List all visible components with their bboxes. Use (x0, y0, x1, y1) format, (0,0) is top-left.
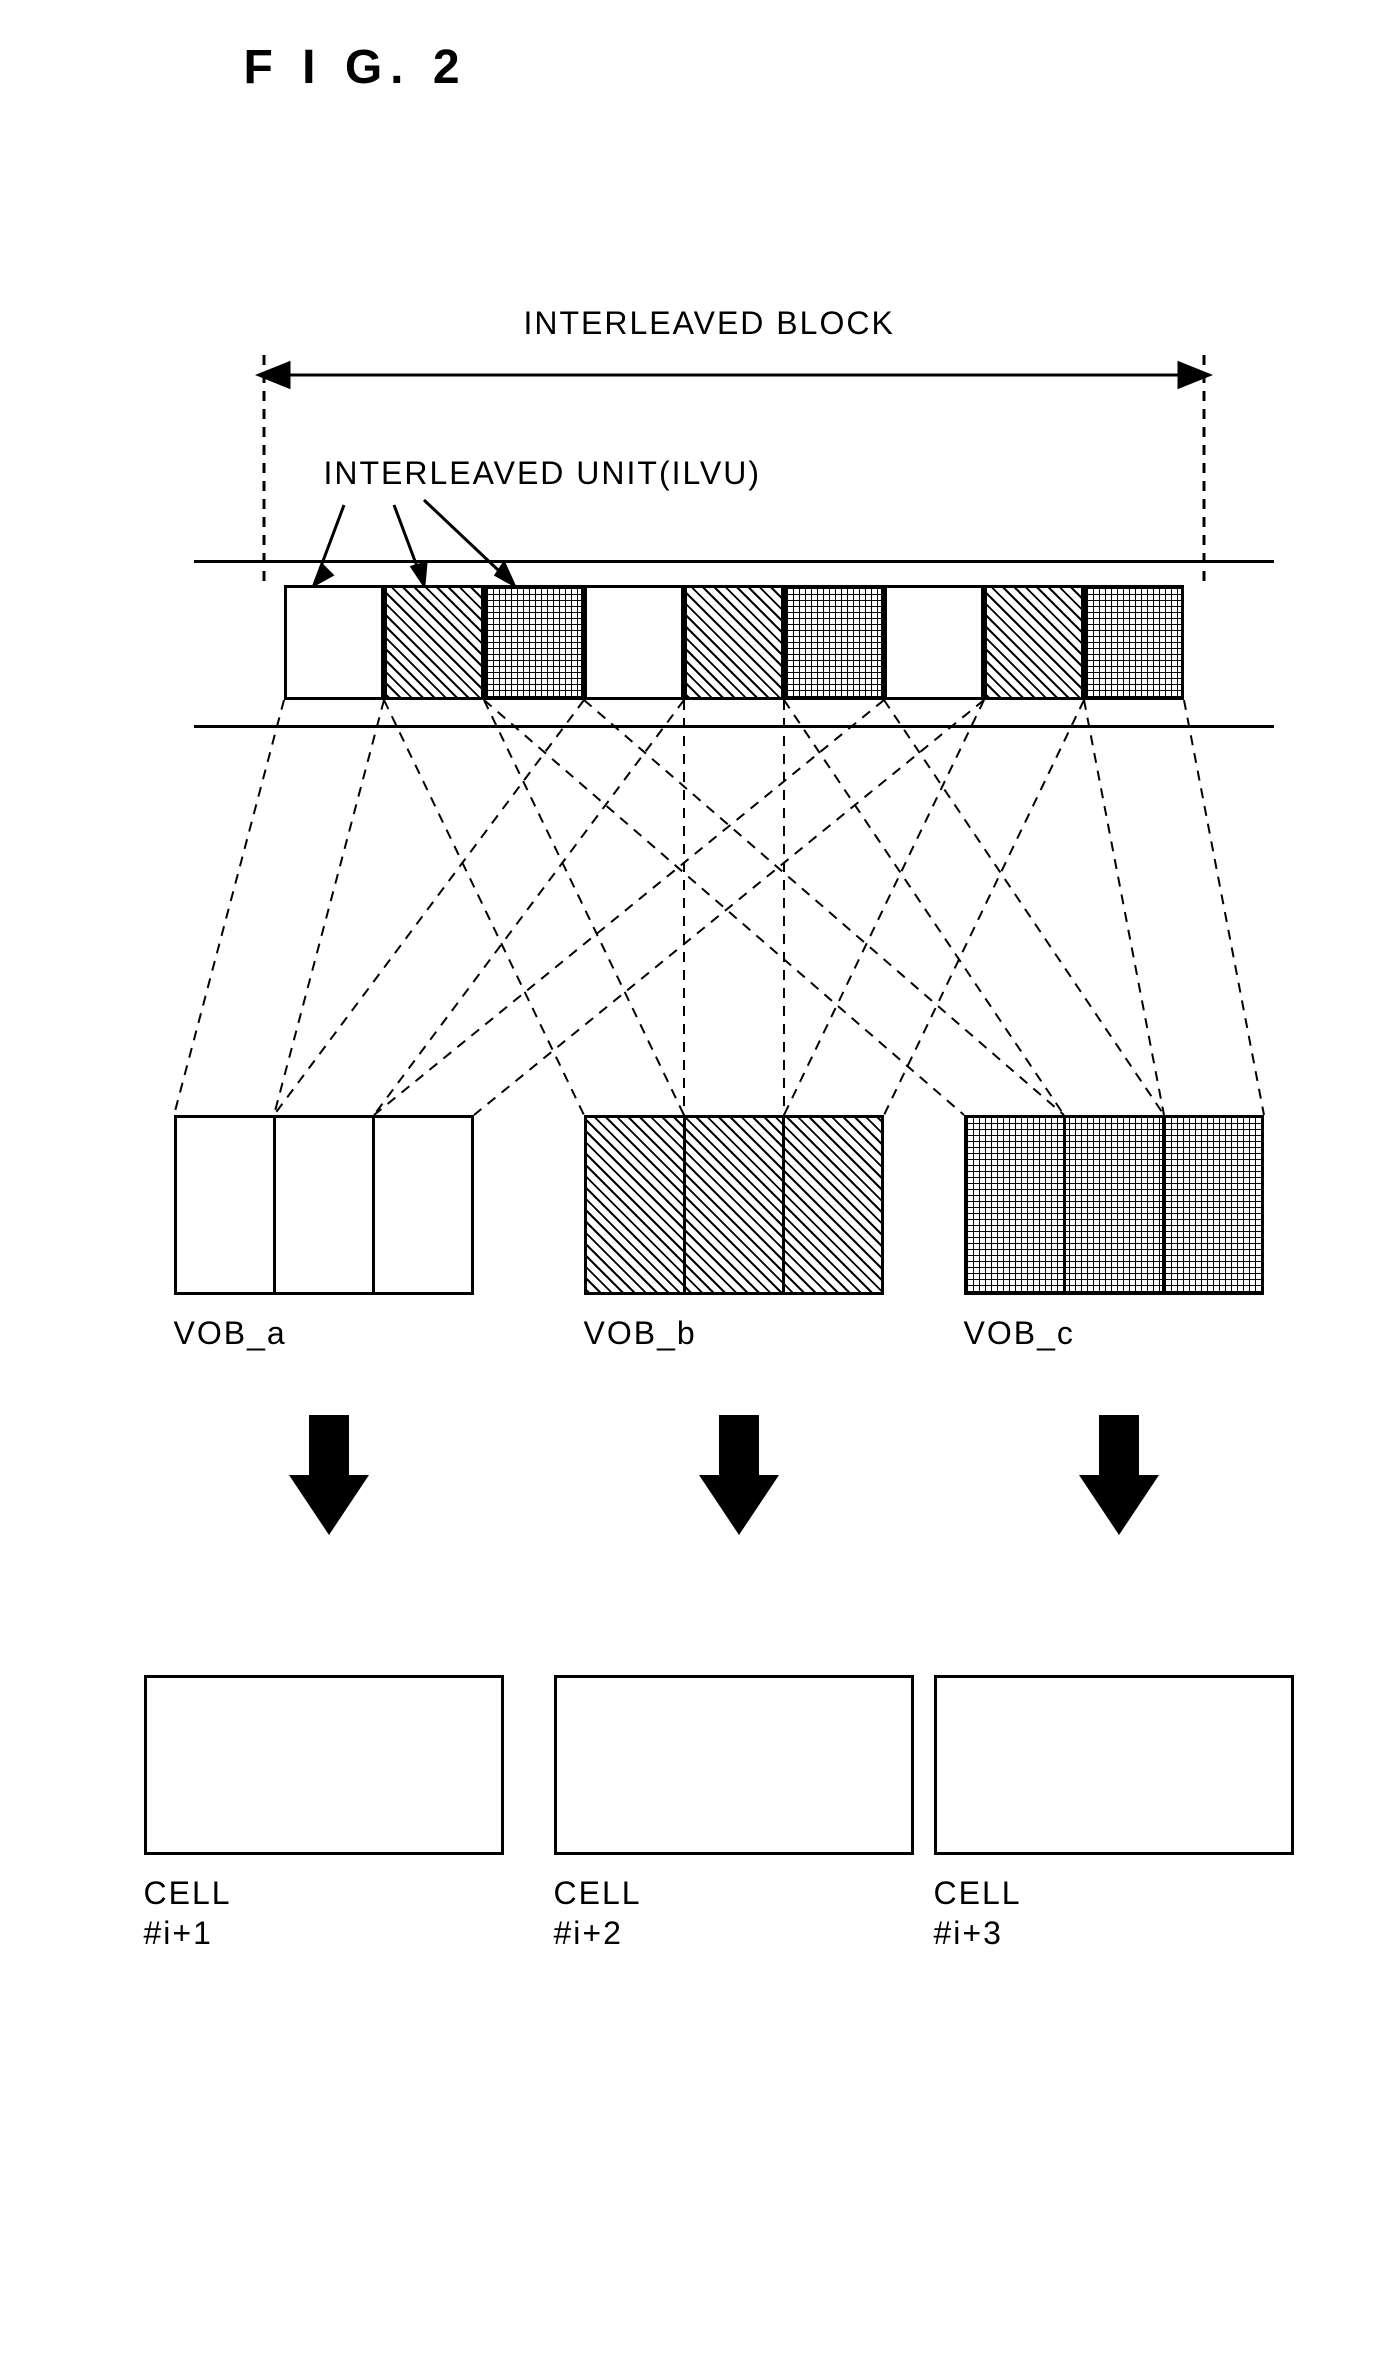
cell-1-label-1: CELL (144, 1875, 232, 1912)
vob-a-seg-3 (375, 1118, 471, 1292)
seg-6-cross (784, 585, 884, 700)
interleaved-block-label: INTERLEAVED BLOCK (524, 305, 895, 342)
seg-4-plain (584, 585, 684, 700)
seg-1-plain (284, 585, 384, 700)
vob-c-seg-1 (967, 1118, 1066, 1292)
vob-b-seg-2 (686, 1118, 785, 1292)
vob-b-seg-3 (785, 1118, 881, 1292)
vob-c-label: VOB_c (964, 1315, 1075, 1352)
seg-5-hatch (684, 585, 784, 700)
diagram-area: INTERLEAVED BLOCK INTERLEAVED UNIT(ILVU)… (44, 155, 1344, 2155)
vob-a-group (174, 1115, 474, 1295)
vob-b-label: VOB_b (584, 1315, 697, 1352)
cell-3-label-1: CELL (934, 1875, 1022, 1912)
strip-top-line (194, 560, 1274, 563)
cell-2-label-2: #i+2 (554, 1915, 623, 1952)
vob-a-label: VOB_a (174, 1315, 287, 1352)
vob-c-seg-3 (1165, 1118, 1261, 1292)
seg-8-hatch (984, 585, 1084, 700)
cell-2-label-1: CELL (554, 1875, 642, 1912)
interleaved-unit-label: INTERLEAVED UNIT(ILVU) (324, 455, 762, 492)
vob-b-seg-1 (587, 1118, 686, 1292)
strip-bottom-line (194, 725, 1274, 728)
cell-1-label-2: #i+1 (144, 1915, 213, 1952)
vob-c-seg-2 (1066, 1118, 1165, 1292)
vob-a-seg-1 (177, 1118, 276, 1292)
vob-a-seg-2 (276, 1118, 375, 1292)
vob-c-group (964, 1115, 1264, 1295)
cell-3-label-2: #i+3 (934, 1915, 1003, 1952)
seg-7-plain (884, 585, 984, 700)
vob-b-group (584, 1115, 884, 1295)
cell-3-box (934, 1675, 1294, 1855)
figure-title: F I G. 2 (244, 40, 1344, 95)
seg-3-cross (484, 585, 584, 700)
seg-2-hatch (384, 585, 484, 700)
cell-1-box (144, 1675, 504, 1855)
seg-9-cross (1084, 585, 1184, 700)
cell-2-box (554, 1675, 914, 1855)
